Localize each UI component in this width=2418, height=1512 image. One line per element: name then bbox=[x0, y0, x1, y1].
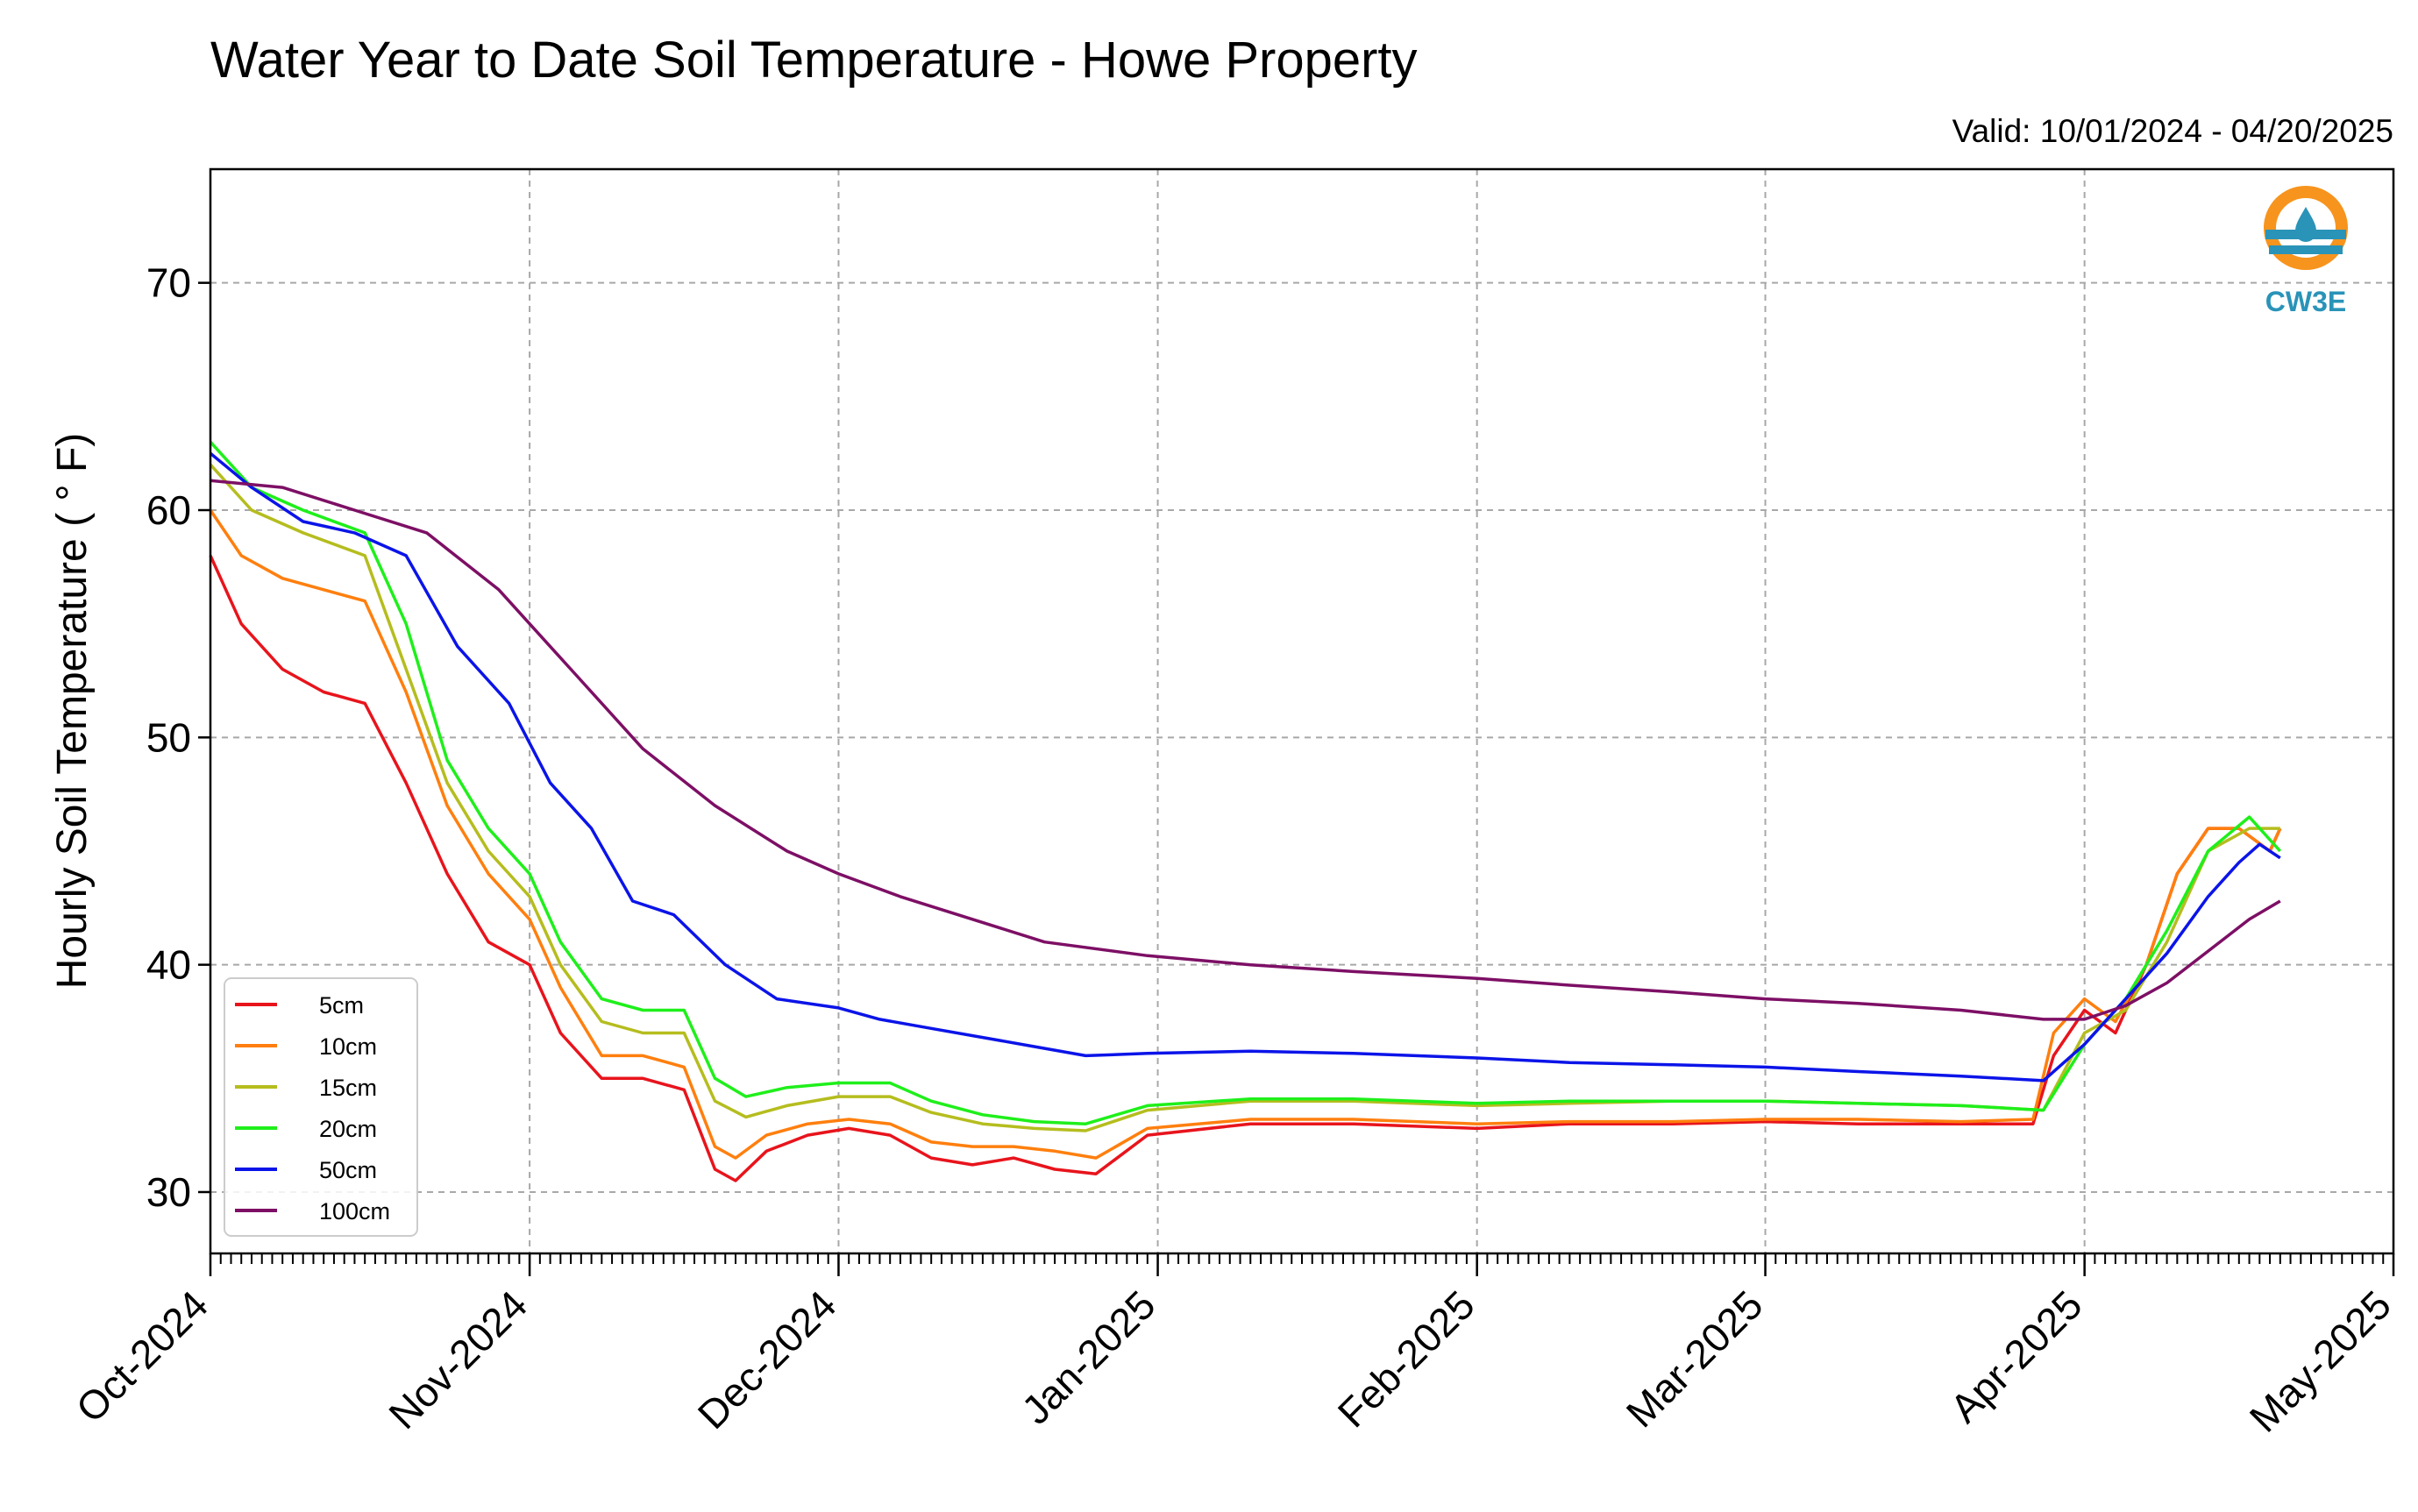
legend-label: 20cm bbox=[319, 1116, 377, 1142]
y-tick-label: 70 bbox=[146, 260, 191, 306]
x-tick-label: May-2025 bbox=[2241, 1281, 2400, 1440]
x-tick-label: Nov-2024 bbox=[380, 1281, 536, 1437]
series-line-15cm bbox=[209, 463, 2280, 1132]
series-line-10cm bbox=[209, 509, 2282, 1160]
logo-text: CW3E bbox=[2265, 286, 2346, 317]
y-axis-label: Hourly Soil Temperature ( ° F) bbox=[49, 433, 96, 990]
x-tick-label: Feb-2025 bbox=[1329, 1281, 1483, 1436]
x-axis-ticks: Oct-2024 Nov-2024 Dec-2024 Jan-2025 Feb-2025… bbox=[68, 1253, 2400, 1441]
legend-label: 5cm bbox=[319, 992, 364, 1019]
logo-wave-2 bbox=[2269, 245, 2343, 254]
x-tick-label: Oct-2024 bbox=[68, 1281, 217, 1431]
legend-box bbox=[224, 977, 418, 1237]
series-line-20cm bbox=[209, 441, 2282, 1125]
series-line-50cm bbox=[209, 451, 2281, 1083]
chart-title: Water Year to Date Soil Temperature - Ho… bbox=[210, 32, 1418, 89]
x-tick-label: Apr-2025 bbox=[1941, 1281, 2091, 1431]
y-tick-label: 50 bbox=[146, 714, 191, 760]
legend-label: 10cm bbox=[319, 1033, 377, 1060]
legend: 5cm 10cm 15cm 20cm 50cm 100cm bbox=[224, 977, 418, 1237]
grid bbox=[210, 169, 2393, 1253]
chart-subtitle: Valid: 10/01/2024 - 04/20/2025 bbox=[1952, 113, 2393, 149]
series-line-5cm bbox=[209, 555, 2282, 1182]
minor-ticks bbox=[219, 1253, 2385, 1264]
legend-label: 50cm bbox=[319, 1157, 377, 1183]
y-tick-label: 40 bbox=[146, 942, 191, 988]
x-tick-label: Mar-2025 bbox=[1618, 1281, 1772, 1436]
cw3e-logo: CW3E bbox=[2264, 186, 2348, 317]
series-line-100cm bbox=[210, 479, 2281, 1021]
legend-label: 15cm bbox=[319, 1075, 377, 1101]
x-tick-label: Jan-2025 bbox=[1013, 1281, 1163, 1432]
x-tick-label: Dec-2024 bbox=[689, 1281, 845, 1437]
y-tick-label: 30 bbox=[146, 1169, 191, 1215]
y-tick-label: 60 bbox=[146, 487, 191, 533]
legend-label: 100cm bbox=[319, 1198, 390, 1225]
series-lines bbox=[209, 441, 2282, 1182]
plot-frame bbox=[209, 167, 2395, 1255]
logo-drop-icon bbox=[2295, 207, 2316, 242]
y-axis-ticks: 30 40 50 60 70 bbox=[146, 260, 210, 1215]
